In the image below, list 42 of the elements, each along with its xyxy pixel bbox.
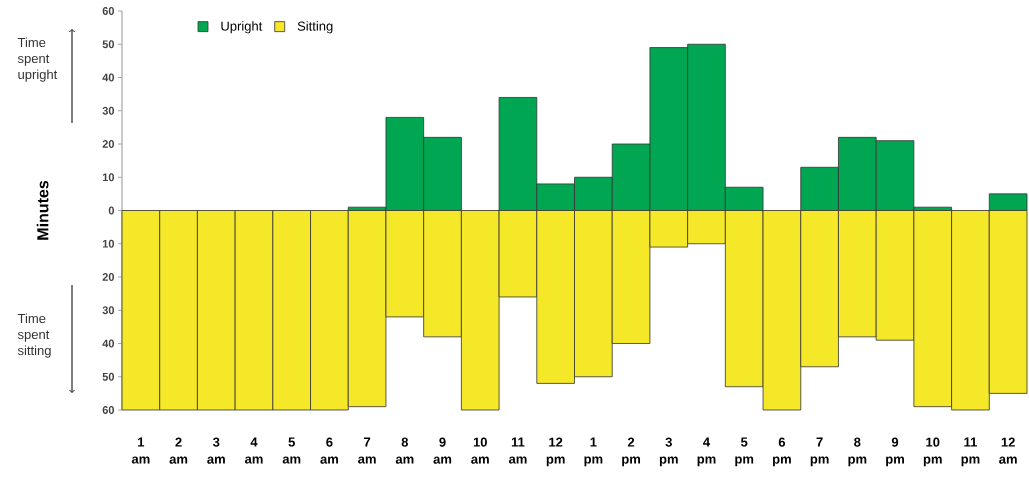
y-tick-label: 0: [108, 206, 115, 215]
x-tick-label: 3 pm: [659, 437, 678, 467]
y-tick-label: 30: [102, 306, 115, 315]
x-tick-label: 6 am: [320, 437, 338, 464]
x-tick-label: 12 pm: [546, 437, 565, 467]
x-tick-label: 6 pm: [773, 437, 791, 467]
y-tick-label: 50: [102, 40, 115, 49]
y-tick-label: 40: [102, 73, 115, 82]
x-tick-label: 1 am: [131, 437, 150, 464]
y-tick-label: 20: [102, 140, 115, 148]
x-tick-label: 4 pm: [697, 437, 716, 467]
y-tick-label: 60: [102, 406, 115, 414]
y-tick-label: 10: [102, 173, 115, 182]
x-tick-label: 7 am: [358, 437, 376, 464]
x-tick-label: 10 am: [471, 437, 489, 464]
x-tick-label: 5 pm: [735, 437, 754, 467]
legend-label: Sitting: [297, 21, 333, 34]
x-tick-label: 2 am: [169, 437, 188, 464]
text: Time spent sitting: [17, 313, 51, 358]
legend-label: Upright: [221, 21, 263, 34]
y-tick-label: 30: [102, 106, 115, 115]
y-tick-label: 10: [102, 239, 115, 248]
text: Time spent upright: [17, 37, 58, 82]
x-tick-label: 11 pm: [961, 437, 980, 467]
x-tick-label: 9 pm: [886, 437, 904, 467]
x-tick-label: 3 am: [207, 437, 225, 464]
y-tick-label: 60: [102, 7, 115, 15]
x-tick-label: 4 am: [244, 437, 263, 464]
y-axis-title: Minutes: [36, 180, 49, 240]
y-tick-label: 40: [102, 339, 115, 348]
x-tick-label: 9 am: [433, 437, 452, 464]
x-tick-label: 2 pm: [622, 437, 641, 467]
x-tick-label: 1 pm: [584, 437, 603, 467]
x-tick-label: 10 pm: [923, 437, 942, 467]
x-tick-label: 7 pm: [810, 437, 829, 467]
x-tick-label: 11 am: [508, 437, 527, 464]
x-tick-label: 12 am: [999, 437, 1017, 464]
y-tick-label: 50: [102, 372, 115, 381]
x-tick-label: 8 pm: [848, 437, 867, 467]
x-tick-label: 8 am: [395, 437, 414, 464]
y-tick-label: 20: [102, 273, 115, 281]
x-tick-label: 5 am: [282, 437, 301, 464]
